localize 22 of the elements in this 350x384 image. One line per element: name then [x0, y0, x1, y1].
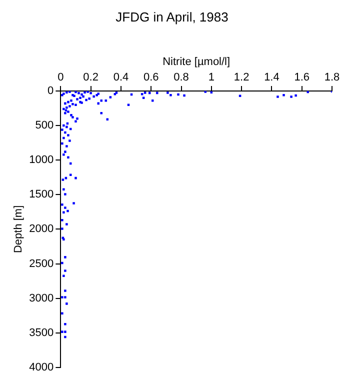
- x-tick-label: 1.4: [264, 71, 280, 84]
- y-tick-label: 0: [48, 85, 54, 98]
- x-tick-label: 0.8: [174, 71, 189, 84]
- x-tick-label: 1: [208, 71, 214, 84]
- y-tick-label: 3500: [29, 326, 54, 339]
- y-tick-label: 1000: [29, 154, 54, 166]
- x-tick-label: 1.2: [234, 71, 250, 84]
- y-tick-label: 500: [35, 120, 54, 132]
- y-axis-title: Depth [m]: [12, 205, 25, 254]
- x-tick-label: 0.4: [113, 71, 129, 84]
- chart-title: JFDG in April, 1983: [116, 9, 228, 24]
- x-tick-label: 0: [58, 71, 64, 84]
- x-axis-title: Nitrite [µmol/l]: [162, 56, 230, 68]
- y-tick-label: 2000: [29, 223, 54, 236]
- y-tick-label: 2500: [29, 258, 54, 270]
- x-tick-label: 1.8: [324, 71, 340, 84]
- x-tick-label: 0.6: [143, 71, 159, 84]
- y-tick-label: 1500: [29, 188, 54, 201]
- y-tick-label: 4000: [29, 361, 54, 374]
- x-tick-label: 0.2: [83, 71, 98, 84]
- y-tick-label: 3000: [29, 292, 54, 304]
- x-tick-label: 1.6: [294, 71, 310, 84]
